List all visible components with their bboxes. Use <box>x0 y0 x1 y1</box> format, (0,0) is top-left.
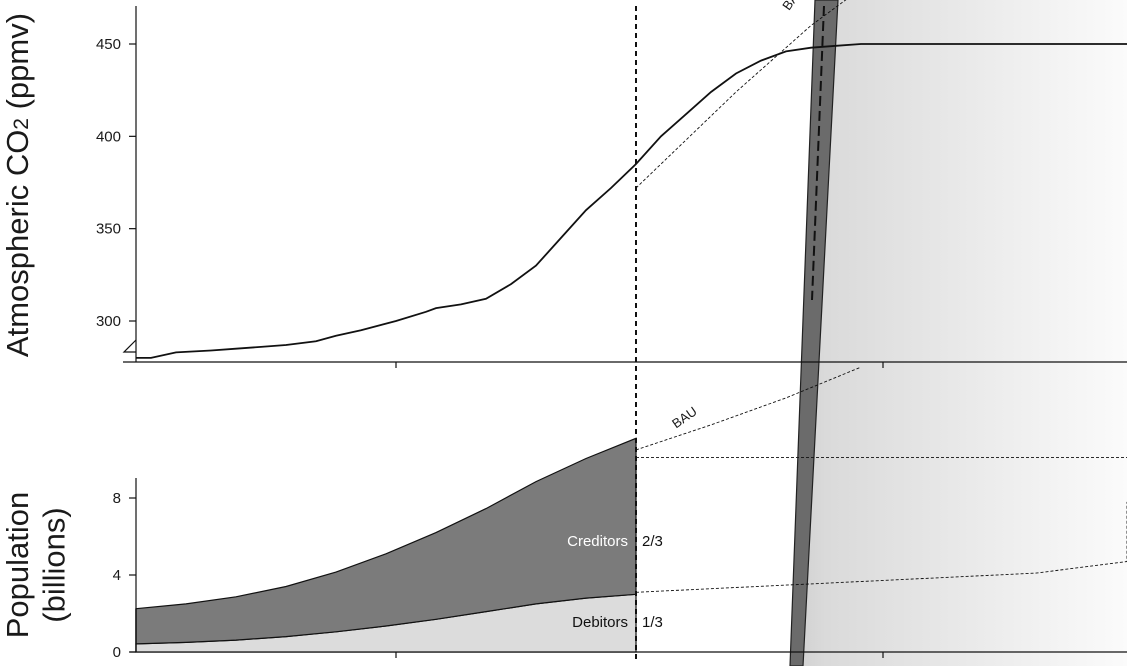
creditors-share: 2/3 <box>642 533 663 550</box>
co2-bau-line <box>635 0 847 189</box>
pop-y-tick-label: 0 <box>113 644 121 661</box>
co2-panel: 300 350 400 450 BAU <box>96 0 1127 368</box>
debitors-share: 1/3 <box>642 614 663 631</box>
creditors-label: Creditors <box>567 533 628 550</box>
population-panel: 0 4 8 BAU Creditors 2/3 Debitors 1/3 <box>113 366 1127 661</box>
future-shading <box>792 0 1127 666</box>
co2-ylabel: Atmospheric CO2 (ppmv) <box>0 13 35 357</box>
pop-y-tick-label: 4 <box>113 567 121 584</box>
co2-concentration-line <box>136 43 1127 359</box>
co2-axis-break <box>122 339 137 353</box>
debitors-label: Debitors <box>572 614 628 631</box>
pop-y-tick-label: 8 <box>113 490 121 507</box>
pop-bau-label: BAU <box>669 404 700 432</box>
co2-y-tick-label: 350 <box>96 221 121 238</box>
co2-y-tick-label: 300 <box>96 313 121 330</box>
co2-y-tick-label: 450 <box>96 36 121 53</box>
co2-bau-label: BAU <box>779 0 807 13</box>
co2-y-tick-label: 400 <box>96 128 121 145</box>
transition-band <box>789 0 839 666</box>
population-ylabel: Population(billions) <box>0 492 71 639</box>
transition-divider <box>811 5 825 301</box>
